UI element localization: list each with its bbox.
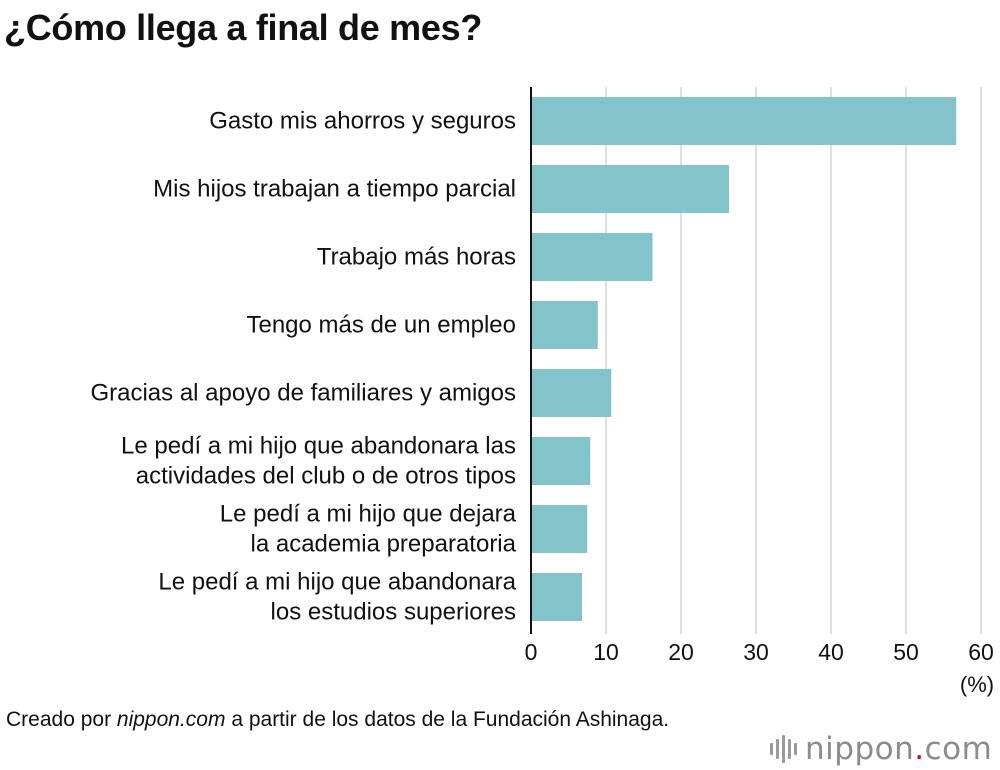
bar	[532, 301, 598, 349]
category-label: Tengo más de un empleo	[246, 312, 516, 339]
logo-wordmark: nippon.com	[805, 731, 993, 767]
x-tick-label: 60	[968, 639, 994, 665]
bar	[532, 437, 591, 485]
category-label: Le pedí a mi hijo que dejara la academia …	[220, 501, 517, 558]
logo-mark-icon	[770, 735, 797, 763]
x-tick-label: 40	[818, 639, 844, 665]
category-label: Le pedí a mi hijo que abandonara los estu…	[158, 569, 516, 626]
category-label: Le pedí a mi hijo que abandonara las acti…	[121, 433, 516, 490]
x-tick-label: 20	[668, 639, 694, 665]
chart-title: ¿Cómo llega a final de mes?	[4, 7, 483, 48]
bar	[532, 165, 729, 213]
bars	[532, 97, 957, 621]
category-label: Trabajo más horas	[317, 244, 516, 271]
source-prefix: Creado por	[6, 708, 117, 731]
bar	[532, 233, 653, 281]
category-label: Gracias al apoyo de familiares y amigos	[90, 380, 516, 407]
bar	[532, 573, 582, 621]
category-labels: Gasto mis ahorros y seguros Mis hijos tra…	[90, 108, 516, 626]
x-axis-unit: (%)	[960, 672, 994, 697]
source-note: Creado por nippon.com a partir de los da…	[6, 706, 706, 733]
source-suffix: a partir de los datos de la Fundación As…	[225, 708, 670, 731]
bar	[532, 369, 612, 417]
x-tick-label: 0	[525, 639, 538, 665]
x-tick-label: 10	[593, 639, 619, 665]
source-site: nippon.com	[116, 708, 226, 731]
bar	[532, 505, 588, 553]
category-label: Gasto mis ahorros y seguros	[209, 108, 516, 135]
x-tick-label: 50	[893, 639, 919, 665]
bar	[532, 97, 957, 145]
x-tick-label: 30	[743, 639, 769, 665]
bar-chart: Gasto mis ahorros y seguros Mis hijos tra…	[90, 87, 994, 697]
x-tick-labels: 0 10 20 30 40 50 60	[525, 639, 994, 665]
category-label: Mis hijos trabajan a tiempo parcial	[153, 176, 516, 203]
nippon-logo: nippon.com	[770, 729, 992, 769]
